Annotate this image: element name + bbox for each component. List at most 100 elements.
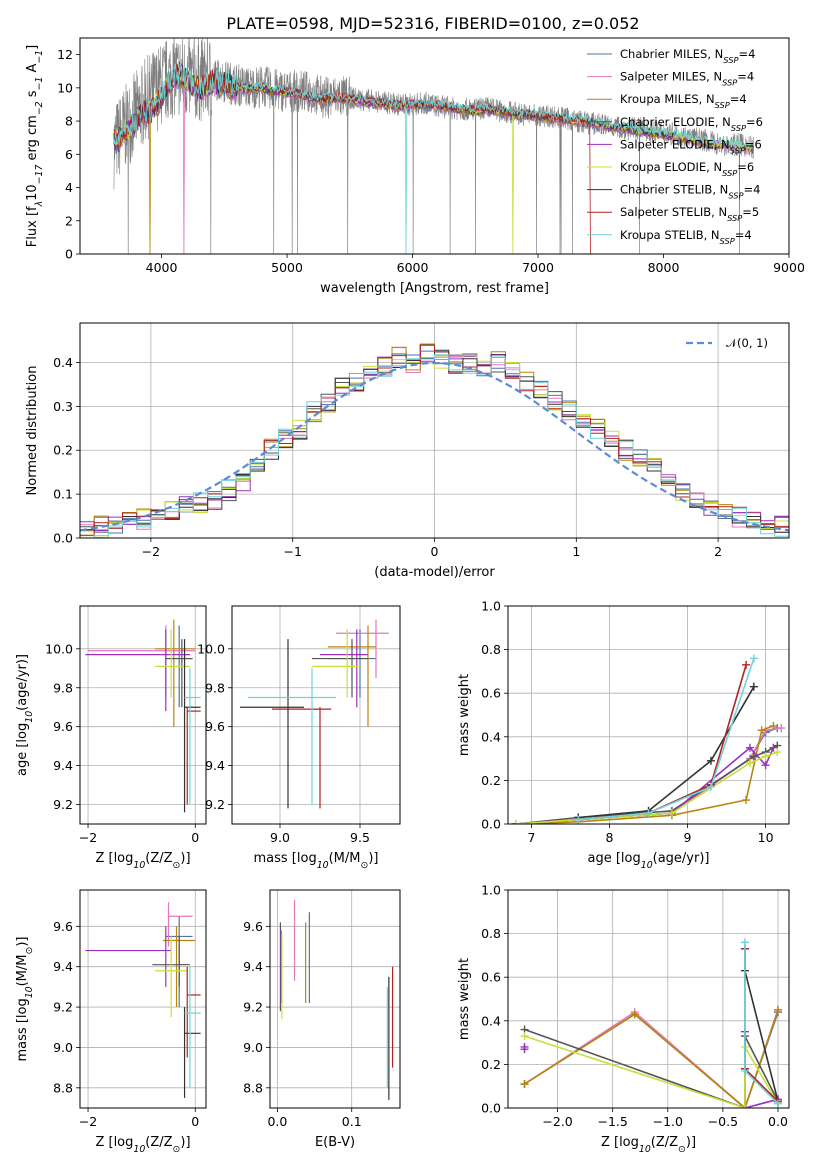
legend-entry-part: SSP [730, 145, 745, 155]
mass-weight-point-marker [706, 782, 715, 791]
legend-entry-part: =4 [738, 47, 755, 61]
mass-weight-vs-metallicity-panel: −2.0 −1.5 −1.0 −0.5 0.0 0.0 0.2 0.4 0.6 0.8 1.0 Z [… [457, 883, 790, 1155]
y-tick-label: 9.4 [205, 758, 225, 773]
legend-entry-part: Kroupa STELIB, N [620, 228, 720, 242]
legend-entry: Chabrier ELODIE, NSSP=6 [620, 115, 763, 133]
y-tick-label: 0.4 [481, 1013, 501, 1028]
y-axis-label-part: λ [34, 201, 45, 208]
axes-frame [79, 37, 790, 255]
legend-entry-part: SSP [731, 123, 746, 133]
y-axis-label: mass weight [457, 674, 472, 756]
residual-histogram-panel: −2 −1 0 1 2 0.0 0.1 0.2 0.3 0.4 (data-model)/error… [25, 322, 790, 580]
y-tick-label: 0.8 [481, 926, 501, 941]
mass-vs-metallicity-panel: −2 08.89.09.29.49.6Z [log10(Z/Z⊙)]mass [l… [15, 889, 207, 1155]
legend-entry-part: SSP [715, 100, 730, 110]
y-tick-label: 1.0 [481, 599, 501, 614]
axes-frame [79, 605, 207, 825]
legend-entry-part: Salpeter ELODIE, N [620, 137, 730, 151]
y-axis-label-part: age [log [15, 723, 30, 776]
x-axis-label-part: )] [368, 851, 378, 866]
mass-weight-point-marker [745, 743, 754, 752]
x-tick-label: 8000 [648, 260, 680, 275]
x-tick-label: 7000 [522, 260, 554, 275]
x-axis-label-part: (M/M [329, 851, 361, 866]
x-tick-label: −1.0 [653, 1114, 683, 1129]
y-tick-label: 0.3 [53, 399, 73, 414]
mass-weight-point-marker [740, 938, 749, 947]
mass-weight-point-marker [757, 726, 766, 735]
x-axis-label: age [log10(age/yr)] [588, 851, 710, 871]
legend-entry-part: Kroupa MILES, N [620, 92, 715, 106]
legend-entry-part: =6 [737, 160, 754, 174]
figure-title: PLATE=0598, MJD=52316, FIBERID=0100, z=0… [226, 14, 639, 33]
mass-weight-point-marker [773, 748, 782, 757]
mass-weight-point-marker [740, 1066, 749, 1075]
legend-entry-part: =6 [746, 115, 763, 129]
y-tick-label: 6 [65, 147, 73, 162]
y-tick-label: 0.2 [481, 1057, 501, 1072]
y-tick-label: 9.6 [53, 719, 73, 734]
x-axis-label: E(B-V) [315, 1135, 355, 1150]
x-tick-label: 0.0 [768, 1114, 788, 1129]
legend-entry-part: =6 [745, 137, 762, 151]
mass-weight-point-marker [777, 724, 786, 733]
y-axis-label-part: mass [log [15, 998, 30, 1061]
y-tick-label: 9.4 [243, 959, 263, 974]
x-axis-label-part: ⊙ [173, 860, 181, 871]
x-tick-label: 2 [714, 544, 722, 559]
mass-vs-extinction-panel: 0.0 0.1 8.8 9.0 9.2 9.4 9.6 E(B-V) [243, 889, 401, 1150]
mass-weight-point-marker [574, 815, 583, 824]
y-tick-label: 2 [65, 213, 73, 228]
mass-weight-point-marker [769, 743, 778, 752]
y-tick-label: 0 [65, 247, 73, 262]
age-vs-metallicity-panel: −2 09.29.49.69.810.0Z [log10(Z/Z⊙)]age [l… [15, 605, 207, 871]
y-tick-label: 9.0 [243, 1040, 263, 1055]
y-tick-label: 0.6 [481, 686, 501, 701]
y-tick-label: 0.0 [481, 1101, 501, 1116]
mass-weight-series-line [515, 725, 774, 824]
x-axis-label-part: (Z/Z [145, 1135, 172, 1150]
x-axis-label-part: Z [log [95, 851, 133, 866]
y-tick-label: 8.8 [243, 1080, 263, 1095]
x-tick-label: −1.5 [598, 1114, 628, 1129]
x-tick-label: −2 [142, 544, 160, 559]
y-axis-label-part: (age/yr)] [15, 654, 30, 711]
plot-area [85, 619, 201, 813]
y-tick-label: 9.0 [53, 1040, 73, 1055]
mass-weight-point-marker [773, 1099, 782, 1108]
axes-frame [507, 889, 790, 1109]
legend-entry: Kroupa MILES, NSSP=4 [620, 92, 747, 110]
mass-weight-series-line [524, 1035, 779, 1108]
y-tick-label: 0.0 [481, 817, 501, 832]
mass-weight-point-marker [706, 756, 715, 765]
mass-weight-point-marker [773, 1005, 782, 1014]
x-axis-label-part: ⊙ [360, 860, 368, 871]
y-tick-label: 12 [57, 47, 73, 62]
x-tick-label: 10 [758, 830, 774, 845]
legend-entry: Chabrier STELIB, NSSP=4 [620, 183, 760, 201]
model-spectrum-line [113, 69, 732, 150]
legend-entry: Kroupa STELIB, NSSP=4 [620, 228, 752, 246]
y-tick-label: 4 [65, 180, 73, 195]
x-axis-label: (data-model)/error [374, 565, 495, 580]
axes-frame [269, 889, 401, 1109]
y-tick-label: 0.8 [481, 642, 501, 657]
mass-weight-point-marker [761, 752, 770, 761]
y-axis-label-part: (M/M [15, 955, 30, 987]
plot-area [520, 938, 782, 1108]
x-tick-label: 1 [572, 544, 580, 559]
mass-weight-series-line [515, 744, 778, 824]
x-tick-label: 7 [527, 830, 535, 845]
x-tick-label: 4000 [146, 260, 178, 275]
residual-histogram-series [80, 354, 789, 538]
x-axis-label-part: 10 [133, 1144, 145, 1155]
y-axis-label: mass [log10(M/M⊙)] [15, 937, 35, 1062]
plot-area [240, 619, 389, 809]
legend-entry-part: Salpeter STELIB, N [620, 205, 727, 219]
y-axis-label-part: s [25, 90, 40, 101]
x-tick-label: 8 [605, 830, 613, 845]
x-axis-label-part: ⊙ [173, 1144, 181, 1155]
legend-entry-part: =5 [742, 205, 759, 219]
